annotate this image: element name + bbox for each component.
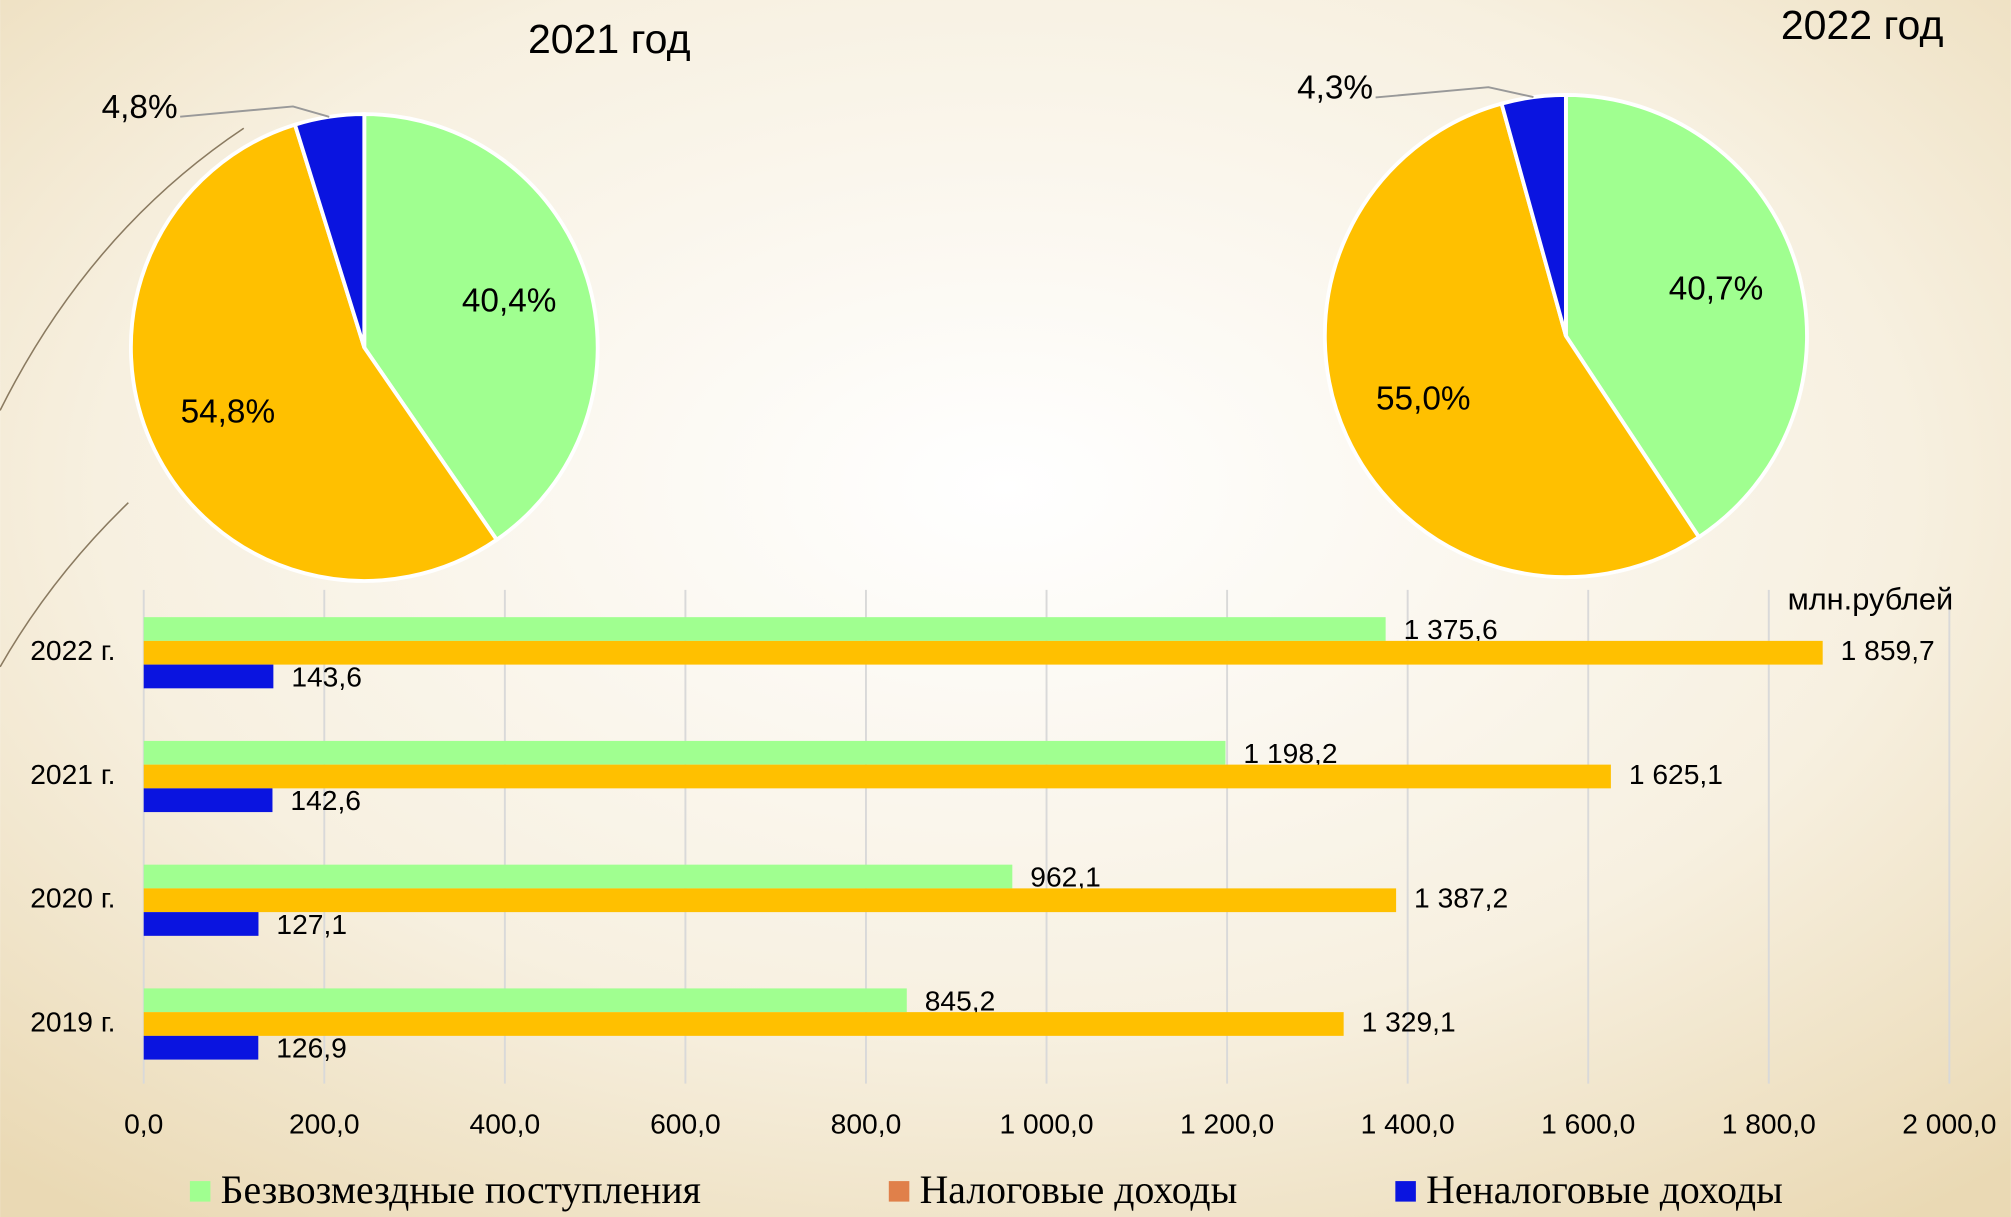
legend-label: Неналоговые доходы [1426, 1168, 1783, 1212]
y-tick-label: 2020 г. [30, 882, 115, 914]
data-label: 1 329,1 [1362, 1005, 1456, 1037]
leader-line [180, 105, 330, 118]
bar [143, 764, 1611, 789]
pie-label: 4,3% [1297, 70, 1373, 107]
bar [143, 740, 1226, 765]
data-label: 1 387,2 [1414, 882, 1508, 914]
x-tick-label: 0,0 [124, 1107, 163, 1139]
bar [143, 888, 1397, 913]
data-label: 962,1 [1030, 861, 1101, 893]
legend-swatch [189, 1181, 211, 1202]
data-label: 126,9 [276, 1032, 347, 1064]
bar [143, 1012, 1344, 1036]
pie-slice [362, 112, 600, 543]
x-tick-label: 800,0 [831, 1107, 902, 1139]
pie-label: 40,4% [462, 282, 557, 319]
data-label: 1 859,7 [1841, 634, 1935, 666]
bar [143, 864, 1013, 889]
x-tick-label: 1 600,0 [1541, 1107, 1635, 1139]
data-label: 1 625,1 [1629, 758, 1723, 790]
y-tick-label: 2021 г. [30, 758, 115, 790]
legend-swatch [888, 1181, 910, 1202]
leader-line [1375, 86, 1534, 99]
x-tick-label: 1 800,0 [1722, 1107, 1816, 1139]
bar [143, 988, 907, 1013]
data-label: 127,1 [276, 908, 347, 940]
legend-swatch [1395, 1181, 1416, 1202]
data-label: 845,2 [925, 984, 996, 1016]
pie-title: 2021 год [528, 16, 691, 62]
y-tick-label: 2019 г. [30, 1005, 115, 1037]
bar [143, 788, 273, 813]
data-label: 1 375,6 [1404, 613, 1498, 645]
x-tick-label: 1 400,0 [1361, 1107, 1455, 1139]
pie-label: 55,0% [1376, 381, 1471, 418]
pie-slice [129, 122, 500, 583]
bar [143, 664, 274, 689]
legend-label: Безвозмездные поступления [221, 1168, 701, 1212]
data-label: 1 198,2 [1243, 737, 1337, 769]
bar [143, 1035, 259, 1060]
x-tick-label: 2 000,0 [1902, 1107, 1996, 1139]
bar [143, 912, 259, 936]
pie-title: 2022 год [1781, 2, 1944, 48]
pie-label: 4,8% [102, 89, 178, 126]
legend-label: Налоговые доходы [920, 1168, 1238, 1212]
data-label: 142,6 [290, 784, 361, 816]
decor-line [0, 127, 245, 668]
data-label: 143,6 [291, 660, 362, 692]
x-tick-label: 200,0 [289, 1107, 360, 1139]
x-tick-label: 1 000,0 [999, 1107, 1093, 1139]
x-tick-label: 1 200,0 [1180, 1107, 1274, 1139]
bar [143, 640, 1823, 665]
pie-label: 54,8% [181, 394, 276, 431]
x-tick-label: 600,0 [650, 1107, 721, 1139]
pie-slice [1322, 101, 1702, 580]
unit-label: млн.рублей [1788, 582, 1954, 617]
bar [143, 617, 1386, 641]
pie-label: 40,7% [1669, 271, 1764, 308]
x-tick-label: 400,0 [470, 1107, 541, 1139]
y-tick-label: 2022 г. [30, 634, 115, 666]
